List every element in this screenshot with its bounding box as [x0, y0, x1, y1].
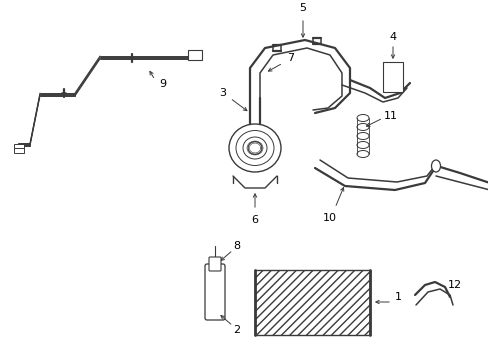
Text: 7: 7	[287, 53, 294, 63]
Text: 12: 12	[447, 280, 461, 290]
Bar	[254, 270, 369, 335]
Bar	[14, 148, 24, 153]
Text: 2: 2	[233, 325, 240, 335]
Ellipse shape	[228, 124, 281, 172]
Bar	[382, 62, 402, 92]
Text: 11: 11	[383, 111, 397, 121]
Text: 1: 1	[394, 292, 401, 302]
Bar	[187, 50, 202, 60]
FancyBboxPatch shape	[204, 264, 224, 320]
Text: 3: 3	[219, 88, 226, 98]
FancyBboxPatch shape	[208, 257, 221, 271]
Text: 8: 8	[233, 241, 240, 251]
Bar	[254, 270, 369, 335]
Ellipse shape	[430, 160, 440, 172]
Text: 4: 4	[388, 32, 396, 42]
Text: 6: 6	[251, 215, 258, 225]
Text: 5: 5	[299, 3, 306, 13]
Bar	[14, 144, 24, 149]
Text: 9: 9	[159, 79, 166, 89]
Text: 10: 10	[323, 213, 336, 223]
